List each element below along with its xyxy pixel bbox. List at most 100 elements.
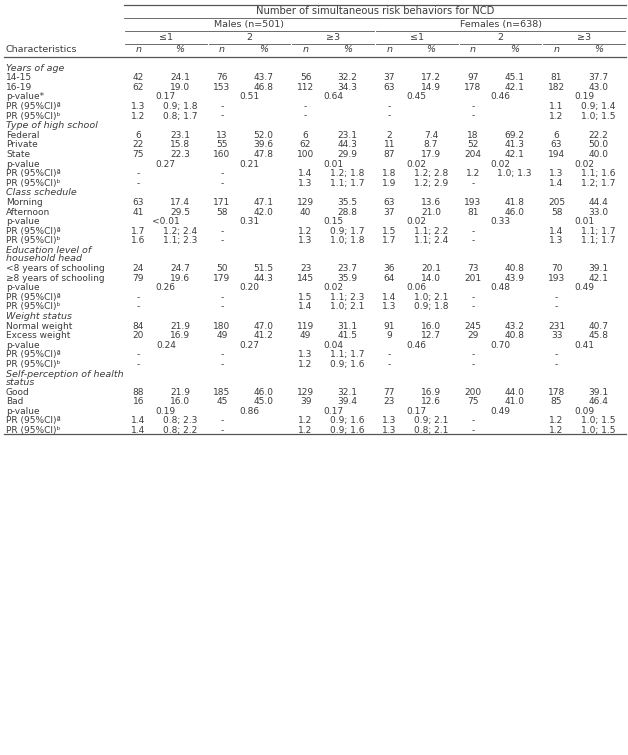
Text: 46.8: 46.8 [254, 83, 274, 92]
Text: 14.0: 14.0 [421, 273, 441, 282]
Text: 87: 87 [384, 150, 395, 159]
Text: 47.1: 47.1 [254, 198, 274, 207]
Text: -: - [471, 417, 475, 426]
Text: 1.2; 2.8: 1.2; 2.8 [414, 169, 448, 178]
Text: 75: 75 [467, 397, 479, 406]
Text: 0.02: 0.02 [490, 159, 511, 168]
Text: n: n [470, 45, 476, 54]
Text: 231: 231 [548, 322, 565, 331]
Text: 17.4: 17.4 [170, 198, 190, 207]
Text: PR (95%CI)ᵇ: PR (95%CI)ᵇ [6, 360, 60, 369]
Text: Years of age: Years of age [6, 63, 65, 72]
Text: 21.9: 21.9 [170, 388, 190, 396]
Text: 22.3: 22.3 [170, 150, 190, 159]
Text: 185: 185 [214, 388, 230, 396]
Text: 1.3: 1.3 [298, 179, 313, 188]
Text: Good: Good [6, 388, 30, 396]
Text: 40.7: 40.7 [588, 322, 609, 331]
Text: <8 years of schooling: <8 years of schooling [6, 264, 105, 273]
Text: 85: 85 [551, 397, 562, 406]
Text: 12.6: 12.6 [421, 397, 441, 406]
Text: Normal weight: Normal weight [6, 322, 72, 331]
Text: %: % [510, 45, 519, 54]
Text: 52: 52 [467, 140, 479, 149]
Text: 44.0: 44.0 [505, 388, 524, 396]
Text: 16.9: 16.9 [170, 331, 190, 341]
Text: 194: 194 [548, 150, 565, 159]
Text: 0.8; 2.1: 0.8; 2.1 [414, 426, 448, 435]
Text: -: - [220, 303, 224, 312]
Text: 42.1: 42.1 [505, 150, 524, 159]
Text: -: - [471, 350, 475, 359]
Text: 19.0: 19.0 [170, 83, 190, 92]
Text: 0.41: 0.41 [574, 341, 594, 350]
Text: 1.2: 1.2 [298, 426, 313, 435]
Text: 36: 36 [384, 264, 395, 273]
Text: 23: 23 [300, 264, 311, 273]
Text: 0.19: 0.19 [156, 407, 176, 416]
Text: 40.8: 40.8 [505, 264, 525, 273]
Text: -: - [137, 350, 140, 359]
Text: 15.8: 15.8 [170, 140, 190, 149]
Text: 0.26: 0.26 [156, 283, 176, 292]
Text: 1.2: 1.2 [131, 112, 145, 121]
Text: 182: 182 [548, 83, 565, 92]
Text: 0.51: 0.51 [239, 92, 259, 101]
Text: 1.0; 1.8: 1.0; 1.8 [330, 236, 365, 245]
Text: 0.46: 0.46 [490, 92, 511, 101]
Text: 12.7: 12.7 [421, 331, 441, 341]
Text: 0.9; 1.8: 0.9; 1.8 [414, 303, 448, 312]
Text: 0.49: 0.49 [490, 407, 511, 416]
Text: 45: 45 [216, 397, 227, 406]
Text: 6: 6 [136, 131, 141, 140]
Text: Bad: Bad [6, 397, 23, 406]
Text: 56: 56 [300, 73, 311, 82]
Text: 245: 245 [464, 322, 482, 331]
Text: 19.6: 19.6 [170, 273, 190, 282]
Text: 1.3: 1.3 [298, 236, 313, 245]
Text: -: - [387, 360, 391, 369]
Text: 14.9: 14.9 [421, 83, 441, 92]
Text: 49: 49 [300, 331, 311, 341]
Text: p-value: p-value [6, 159, 40, 168]
Text: 1.2; 1.7: 1.2; 1.7 [581, 179, 615, 188]
Text: household head: household head [6, 254, 82, 263]
Text: 50.0: 50.0 [588, 140, 609, 149]
Text: 1.1: 1.1 [550, 102, 564, 111]
Text: 193: 193 [464, 198, 482, 207]
Text: -: - [555, 293, 558, 302]
Text: -: - [220, 169, 224, 178]
Text: 23.1: 23.1 [170, 131, 190, 140]
Text: %: % [426, 45, 436, 54]
Text: 112: 112 [297, 83, 314, 92]
Text: 1.3: 1.3 [550, 169, 564, 178]
Text: 45.1: 45.1 [505, 73, 525, 82]
Text: 58: 58 [551, 208, 562, 217]
Text: -: - [220, 112, 224, 121]
Text: 179: 179 [214, 273, 230, 282]
Text: -: - [304, 102, 307, 111]
Text: 178: 178 [548, 388, 565, 396]
Text: -: - [137, 179, 140, 188]
Text: 0.48: 0.48 [490, 283, 511, 292]
Text: 75: 75 [133, 150, 144, 159]
Text: 1.1; 2.2: 1.1; 2.2 [414, 226, 448, 236]
Text: 13: 13 [216, 131, 227, 140]
Text: 39.1: 39.1 [588, 264, 609, 273]
Text: 1.4: 1.4 [550, 179, 564, 188]
Text: -: - [220, 236, 224, 245]
Text: 0.9; 1.6: 0.9; 1.6 [330, 426, 365, 435]
Text: 41.2: 41.2 [254, 331, 274, 341]
Text: -: - [471, 226, 475, 236]
Text: 37: 37 [384, 73, 395, 82]
Text: 1.3: 1.3 [382, 303, 396, 312]
Text: 77: 77 [384, 388, 395, 396]
Text: 43.9: 43.9 [505, 273, 525, 282]
Text: 2: 2 [497, 32, 504, 42]
Text: n: n [219, 45, 225, 54]
Text: 18: 18 [467, 131, 479, 140]
Text: p-value: p-value [6, 217, 40, 226]
Text: 0.21: 0.21 [239, 159, 259, 168]
Text: 0.09: 0.09 [574, 407, 594, 416]
Text: 1.0; 2.1: 1.0; 2.1 [414, 293, 448, 302]
